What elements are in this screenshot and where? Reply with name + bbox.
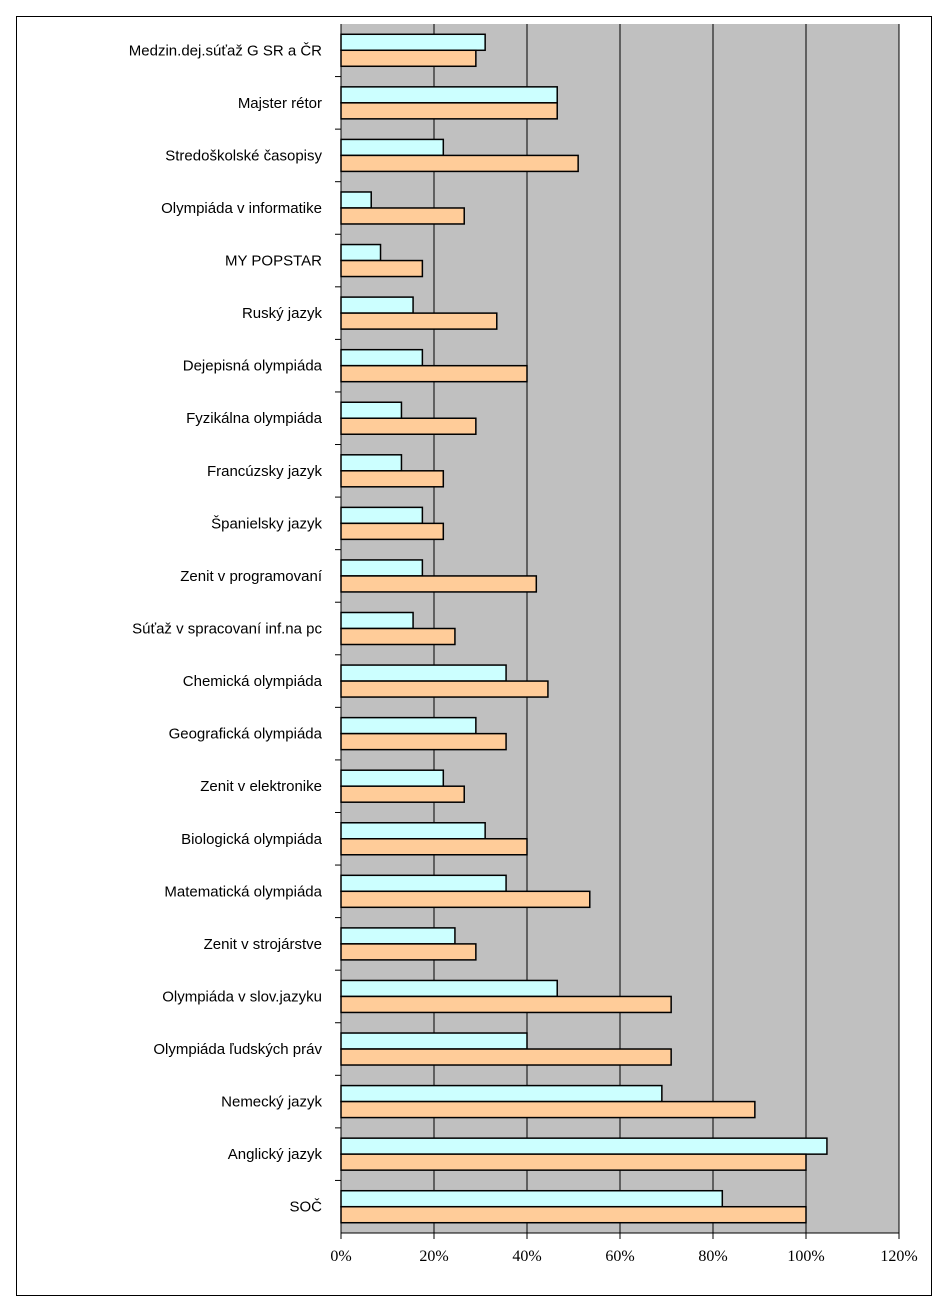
bar-series-1 bbox=[340, 979, 558, 998]
category-label: Súťaž v spracovaní inf.na pc bbox=[132, 621, 322, 638]
bar-series-1 bbox=[340, 611, 414, 630]
bar-series-1 bbox=[340, 874, 507, 893]
x-tick-label: 60% bbox=[605, 1248, 634, 1265]
bar-series-1 bbox=[340, 348, 424, 367]
bar-series-1 bbox=[340, 927, 456, 945]
bar-series-2 bbox=[340, 364, 528, 383]
x-tick-label: 80% bbox=[698, 1248, 727, 1265]
bar-series-1 bbox=[340, 1189, 724, 1208]
category-label: Majster rétor bbox=[238, 95, 322, 112]
category-label: Olympiáda ľudských práv bbox=[153, 1041, 322, 1058]
bar-series-1 bbox=[340, 243, 382, 262]
bar-series-1 bbox=[340, 191, 372, 209]
bar-series-1 bbox=[340, 664, 507, 682]
tick-labels: 0% 20% 40% 60% 80% 100% 120% bbox=[330, 1248, 917, 1265]
x-tick-label: 20% bbox=[419, 1248, 448, 1265]
category-label: Chemická olympiáda bbox=[183, 673, 323, 690]
category-label: SOČ bbox=[289, 1199, 322, 1216]
bar-series-1 bbox=[340, 1137, 828, 1155]
bar-series-2 bbox=[340, 627, 456, 646]
axes bbox=[335, 24, 900, 1239]
bar-series-2 bbox=[340, 259, 424, 278]
category-labels: Medzin.dej.súťaž G SR a ČR Majster rétor S… bbox=[129, 42, 323, 1215]
bar-series-2 bbox=[340, 522, 445, 541]
category-label: Medzin.dej.súťaž G SR a ČR bbox=[129, 42, 322, 59]
bar-series-2 bbox=[340, 680, 549, 698]
bar-series-2 bbox=[340, 732, 507, 751]
bar-series-2 bbox=[340, 1205, 807, 1224]
category-label: Biologická olympiáda bbox=[181, 831, 323, 848]
bar-series-2 bbox=[340, 575, 538, 593]
bar-series-1 bbox=[340, 769, 445, 787]
x-tick-label: 100% bbox=[787, 1248, 824, 1265]
bar-series-1 bbox=[340, 454, 403, 472]
bar-series-1 bbox=[340, 296, 414, 314]
bar-series-2 bbox=[340, 890, 591, 909]
category-label: Zenit v programovaní bbox=[180, 568, 323, 585]
bar-series-1 bbox=[340, 86, 558, 104]
bar-series-2 bbox=[340, 1100, 756, 1119]
category-label: Olympiáda v slov.jazyku bbox=[162, 988, 322, 1005]
bar-series-2 bbox=[340, 1048, 672, 1066]
x-tick-label: 40% bbox=[512, 1248, 541, 1265]
bar-series-2 bbox=[340, 943, 477, 961]
bar-series-2 bbox=[340, 49, 477, 68]
bar-series-2 bbox=[340, 838, 528, 856]
x-tick-label: 0% bbox=[330, 1248, 351, 1265]
bar-series-1 bbox=[340, 401, 403, 419]
bar-series-1 bbox=[340, 1032, 528, 1050]
bar-series-2 bbox=[340, 470, 445, 488]
bar-series-2 bbox=[340, 154, 579, 173]
bar-series-2 bbox=[340, 417, 477, 435]
category-label: Francúzsky jazyk bbox=[207, 463, 323, 480]
category-label: Matematická olympiáda bbox=[164, 883, 322, 900]
bar-series-2 bbox=[340, 312, 498, 330]
bar-series-1 bbox=[340, 822, 486, 840]
category-label: Dejepisná olympiáda bbox=[183, 358, 323, 375]
bar-series-2 bbox=[340, 102, 558, 120]
bar-series-1 bbox=[340, 506, 424, 525]
category-label: Nemecký jazyk bbox=[221, 1094, 322, 1111]
category-label: Geografická olympiáda bbox=[169, 726, 323, 743]
category-label: Ruský jazyk bbox=[242, 305, 323, 322]
category-label: MY POPSTAR bbox=[225, 253, 322, 270]
bar-series-2 bbox=[340, 995, 672, 1014]
category-label: Zenit v elektronike bbox=[200, 778, 322, 795]
category-label: Španielsky jazyk bbox=[211, 515, 322, 532]
bar-series-1 bbox=[340, 33, 486, 52]
category-label: Olympiáda v informatike bbox=[161, 200, 322, 217]
category-label: Anglický jazyk bbox=[228, 1146, 323, 1163]
category-label: Stredoškolské časopisy bbox=[165, 147, 322, 164]
bar-series-1 bbox=[340, 716, 477, 735]
category-label: Fyzikálna olympiáda bbox=[186, 410, 323, 427]
bar-series-2 bbox=[340, 1153, 807, 1171]
bar-series-1 bbox=[340, 559, 424, 577]
x-tick-label: 120% bbox=[880, 1248, 917, 1265]
bar-series-1 bbox=[340, 138, 445, 157]
bar-series-1 bbox=[340, 1084, 663, 1103]
bar-series-2 bbox=[340, 785, 465, 803]
gridlines bbox=[433, 24, 900, 1233]
category-label: Zenit v strojárstve bbox=[204, 936, 322, 953]
bar-series-2 bbox=[340, 207, 465, 225]
